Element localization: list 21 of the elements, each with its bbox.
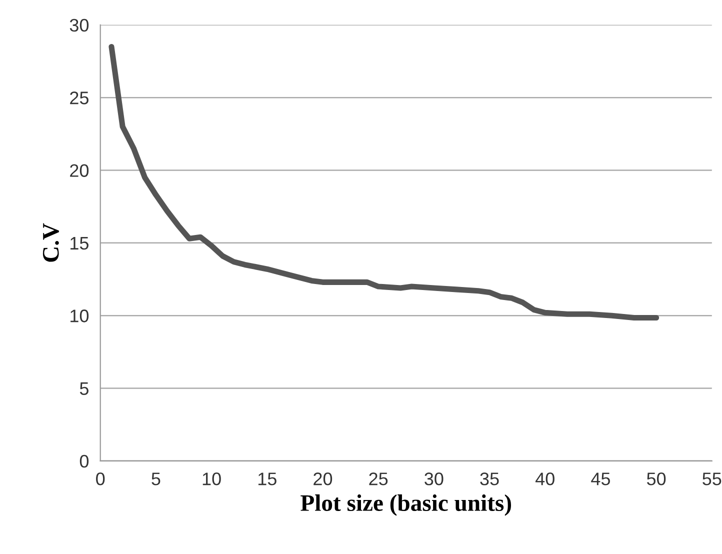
x-tick-label: 0 — [96, 472, 105, 486]
y-tick-label: 0 — [80, 454, 89, 468]
y-tick-label: 30 — [70, 18, 89, 32]
y-tick-label: 25 — [70, 92, 88, 104]
x-tick-label: 30 — [424, 472, 444, 486]
y-tick-label: 10 — [70, 310, 89, 322]
x-tick-label: 50 — [646, 472, 666, 486]
x-tick-label: 25 — [369, 472, 388, 486]
x-tick-label: 15 — [258, 472, 276, 486]
y-tick-label: 15 — [70, 237, 88, 250]
x-tick-label: 45 — [591, 472, 610, 486]
x-tick-label: 10 — [202, 472, 221, 486]
x-tick-label: 5 — [152, 472, 160, 486]
x-tick-label: 35 — [480, 472, 499, 486]
x-tick-label: 40 — [535, 472, 554, 486]
x-axis-title: Plot size (basic units) — [300, 494, 512, 516]
y-tick-label: 5 — [80, 382, 88, 395]
y-axis-title: C.V — [42, 223, 59, 262]
x-tick-label: 55 — [702, 472, 722, 486]
x-tick-label: 20 — [314, 472, 332, 486]
y-tick-label: 20 — [70, 164, 89, 177]
